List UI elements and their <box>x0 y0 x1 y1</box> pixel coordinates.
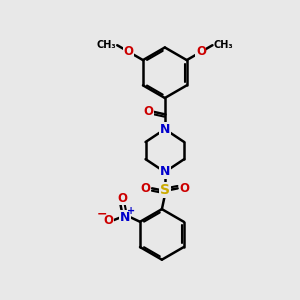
Text: −: − <box>97 208 107 221</box>
Text: O: O <box>140 182 150 195</box>
Text: N: N <box>160 166 170 178</box>
Text: O: O <box>104 214 114 227</box>
Text: CH₃: CH₃ <box>214 40 234 50</box>
Text: O: O <box>180 182 190 195</box>
Text: O: O <box>143 105 153 118</box>
Text: CH₃: CH₃ <box>96 40 116 50</box>
Text: O: O <box>117 191 127 205</box>
Text: O: O <box>196 45 206 58</box>
Text: N: N <box>120 211 130 224</box>
Text: +: + <box>127 206 135 216</box>
Text: N: N <box>160 123 170 136</box>
Text: S: S <box>160 183 170 197</box>
Text: O: O <box>124 45 134 58</box>
